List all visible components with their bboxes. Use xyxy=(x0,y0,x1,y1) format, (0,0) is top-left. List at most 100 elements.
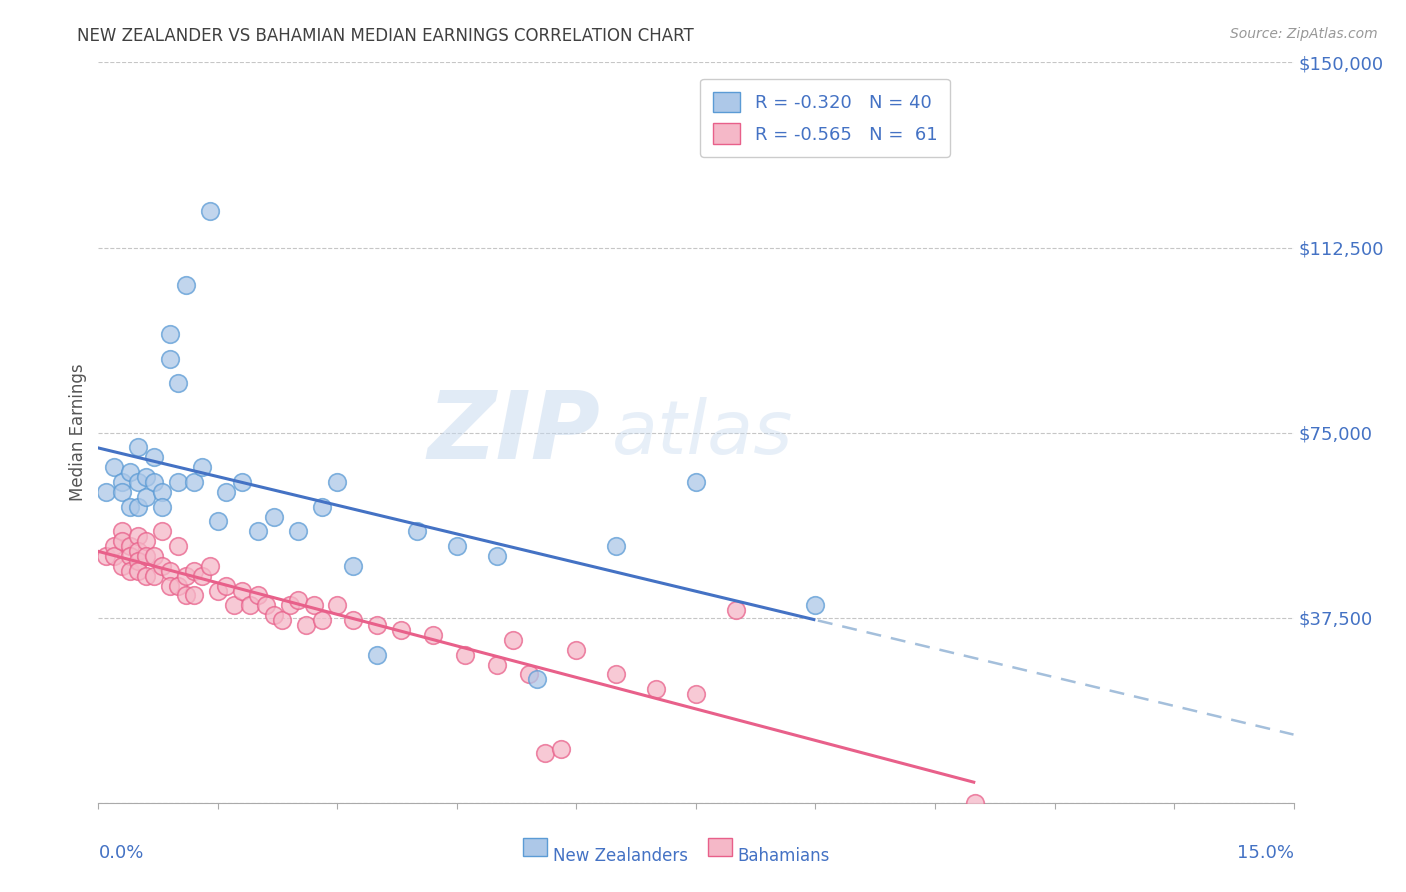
Point xyxy=(246,589,269,603)
Point xyxy=(605,539,627,553)
Text: ZIP: ZIP xyxy=(427,386,600,479)
Point xyxy=(143,549,166,563)
Y-axis label: Median Earnings: Median Earnings xyxy=(69,364,87,501)
Point xyxy=(159,326,181,341)
Point xyxy=(231,583,253,598)
Point xyxy=(167,539,190,553)
Point xyxy=(287,524,309,539)
Point xyxy=(724,603,747,617)
Point xyxy=(183,589,205,603)
Point xyxy=(311,613,333,627)
Point xyxy=(135,568,157,582)
Point xyxy=(302,599,325,613)
Point xyxy=(215,484,238,499)
Point xyxy=(120,564,142,578)
Point xyxy=(111,484,134,499)
Point xyxy=(135,549,157,563)
Point xyxy=(127,544,149,558)
Point xyxy=(263,509,285,524)
Text: atlas: atlas xyxy=(613,397,794,468)
Point xyxy=(366,618,388,632)
Point xyxy=(127,564,149,578)
Point xyxy=(120,549,142,563)
Point xyxy=(167,579,190,593)
Point xyxy=(645,682,668,697)
Point xyxy=(183,475,205,489)
Point xyxy=(103,539,125,553)
Point xyxy=(174,589,197,603)
Point xyxy=(222,599,245,613)
Point xyxy=(278,599,301,613)
Point xyxy=(198,203,221,218)
Point xyxy=(550,741,572,756)
Text: New Zealanders: New Zealanders xyxy=(553,847,688,865)
Point xyxy=(150,484,173,499)
Point xyxy=(127,475,149,489)
Point xyxy=(533,747,555,761)
Point xyxy=(103,549,125,563)
Point xyxy=(135,534,157,549)
Point xyxy=(150,524,173,539)
Point xyxy=(517,667,540,681)
Point xyxy=(150,558,173,573)
Point xyxy=(326,599,349,613)
Point xyxy=(135,490,157,504)
Point xyxy=(605,667,627,681)
Point xyxy=(294,618,316,632)
Point xyxy=(342,558,364,573)
Point xyxy=(231,475,253,489)
Point xyxy=(135,470,157,484)
Point xyxy=(311,500,333,514)
Point xyxy=(127,529,149,543)
Point xyxy=(485,549,508,563)
Point xyxy=(198,558,221,573)
Point xyxy=(406,524,429,539)
Point xyxy=(215,579,238,593)
Point xyxy=(159,579,181,593)
Point xyxy=(167,475,190,489)
Point xyxy=(502,632,524,647)
Point xyxy=(167,376,190,391)
Point xyxy=(326,475,349,489)
Point xyxy=(526,673,548,687)
Point xyxy=(150,500,173,514)
Point xyxy=(191,568,214,582)
FancyBboxPatch shape xyxy=(523,838,547,856)
Point xyxy=(120,500,142,514)
Text: 15.0%: 15.0% xyxy=(1236,844,1294,862)
Point xyxy=(143,568,166,582)
Point xyxy=(963,796,986,810)
Point xyxy=(111,558,134,573)
Legend: R = -0.320   N = 40, R = -0.565   N =  61: R = -0.320 N = 40, R = -0.565 N = 61 xyxy=(700,78,950,157)
Point xyxy=(246,524,269,539)
Point xyxy=(120,539,142,553)
Point xyxy=(207,583,229,598)
Text: 0.0%: 0.0% xyxy=(98,844,143,862)
Text: NEW ZEALANDER VS BAHAMIAN MEDIAN EARNINGS CORRELATION CHART: NEW ZEALANDER VS BAHAMIAN MEDIAN EARNING… xyxy=(77,27,695,45)
Point xyxy=(254,599,277,613)
Point xyxy=(111,524,134,539)
Point xyxy=(270,613,292,627)
Point xyxy=(143,450,166,465)
Point xyxy=(342,613,364,627)
Point xyxy=(174,568,197,582)
Point xyxy=(446,539,468,553)
Point xyxy=(804,599,827,613)
Point xyxy=(287,593,309,607)
Point xyxy=(120,465,142,479)
FancyBboxPatch shape xyxy=(709,838,733,856)
Point xyxy=(685,475,707,489)
Point xyxy=(183,564,205,578)
Point xyxy=(191,460,214,475)
Text: Bahamians: Bahamians xyxy=(738,847,830,865)
Point xyxy=(127,554,149,568)
Point xyxy=(454,648,477,662)
Point xyxy=(127,500,149,514)
Point xyxy=(263,608,285,623)
Point xyxy=(159,351,181,366)
Point xyxy=(96,549,118,563)
Point xyxy=(422,628,444,642)
Point xyxy=(207,515,229,529)
Point xyxy=(174,277,197,292)
Point xyxy=(127,441,149,455)
